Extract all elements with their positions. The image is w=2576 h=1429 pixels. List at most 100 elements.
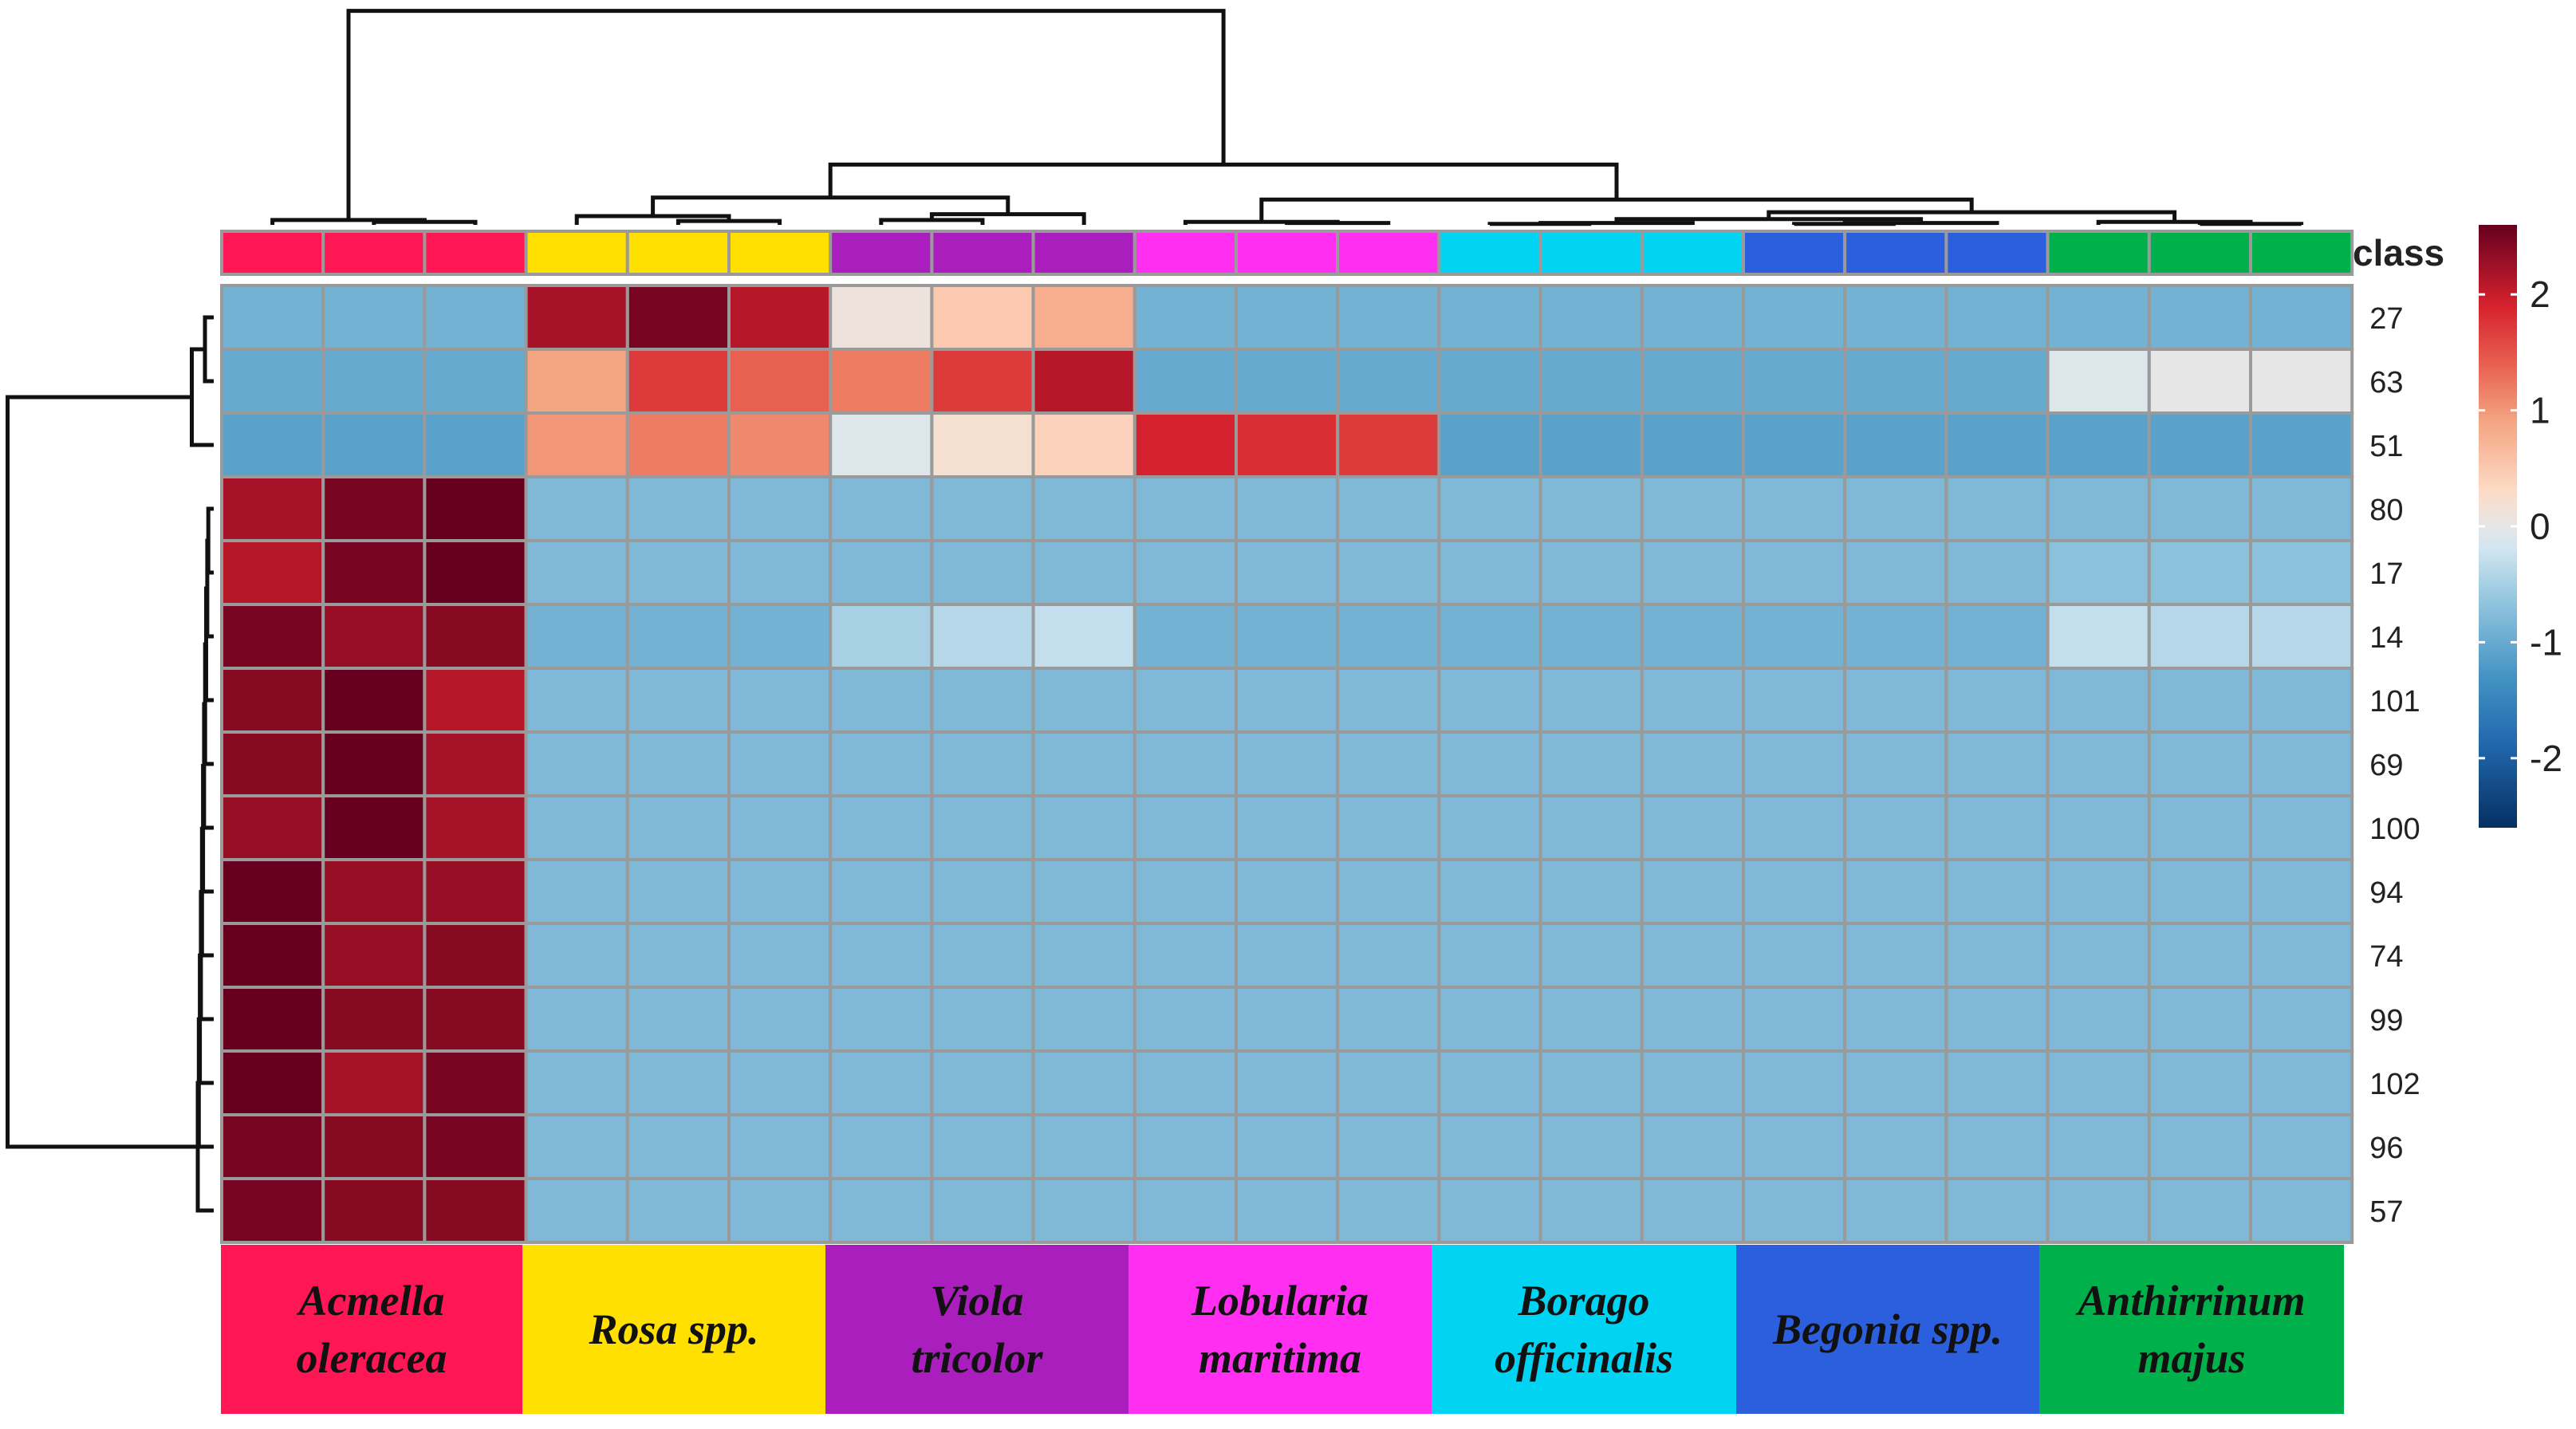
class-annotation-cell [423,230,528,276]
heatmap-cell [1031,858,1136,925]
heatmap-cell [2147,986,2253,1053]
heatmap-cells [220,284,2354,1244]
row-label: 99 [2369,1004,2403,1037]
group-label-text: Rosa spp. [589,1305,759,1353]
heatmap-cell [2249,667,2354,734]
heatmap-cell [1640,1177,1746,1244]
heatmap-cell [1132,284,1239,351]
heatmap-cell [1031,794,1136,861]
heatmap-cell [2046,858,2151,925]
heatmap-cell [1336,794,1441,861]
row-labels: 27 63 51 80 17 14 101 69 100 94 74 99 102 96 57 [2369,302,2420,1229]
heatmap-cell [1843,922,1948,989]
heatmap-cell [930,1113,1035,1180]
heatmap-cell [321,858,427,925]
heatmap-cell [1437,284,1542,351]
heatmap-cell [930,794,1035,861]
heatmap-cell [1336,858,1441,925]
heatmap-cell [930,475,1035,542]
heatmap-cell [1843,730,1948,797]
heatmap-cell [829,348,934,415]
legend-tick-label: -1 [2530,621,2562,663]
class-annotation-cell [1640,230,1746,276]
group-label: Rosa spp. [522,1245,825,1414]
heatmap-cell [625,794,731,861]
heatmap-cell [423,667,528,734]
heatmap-cell [524,858,629,925]
heatmap-cell [524,475,629,542]
heatmap-cell [524,284,629,351]
heatmap-cell [1235,284,1340,351]
heatmap-cell [1843,667,1948,734]
heatmap-cell [2147,348,2253,415]
row-dendrogram-branch [6,395,198,1149]
group-label: Begonia spp. [1736,1245,2039,1414]
heatmap-cell [1640,667,1746,734]
heatmap-cell [1235,794,1340,861]
legend-tick-label: 0 [2530,506,2550,547]
class-annotation-cell [1235,230,1340,276]
heatmap-cell [2249,348,2354,415]
heatmap-cell [1843,411,1948,478]
heatmap-cell [930,667,1035,734]
heatmap-cell [1437,1049,1542,1116]
heatmap-cell [1742,411,1847,478]
row-label: 94 [2369,876,2403,910]
heatmap-cell [1640,475,1746,542]
heatmap-cell [2147,1177,2253,1244]
heatmap-cell [1235,539,1340,606]
row-label: 101 [2369,685,2420,718]
heatmap-cell [1944,539,2050,606]
heatmap-cell [625,1177,731,1244]
heatmap-cell [930,284,1035,351]
heatmap-cell [321,284,427,351]
heatmap-cell [1944,730,2050,797]
heatmap-cell [423,858,528,925]
class-annotation-cell [321,230,427,276]
heatmap-cell [1742,794,1847,861]
group-label-text: Begonia spp. [1772,1305,2003,1353]
class-annotation-cell [1132,230,1239,276]
heatmap-cell [829,794,934,861]
class-annotation-cell [2147,230,2253,276]
heatmap-cell [1235,922,1340,989]
heatmap-cell [1336,284,1441,351]
heatmap-cell [2046,667,2151,734]
heatmap-cell [1944,858,2050,925]
heatmap-cell [930,348,1035,415]
heatmap-cell [1742,1113,1847,1180]
heatmap-cell [2249,539,2354,606]
group-label-text: Anthirrinum majus [2078,1277,2306,1382]
class-annotation-cell [2046,230,2151,276]
heatmap-cell [220,922,325,989]
heatmap-cell [220,667,325,734]
heatmap-cell [1944,667,2050,734]
heatmap-cell [2046,284,2151,351]
heatmap-cell [423,1113,528,1180]
heatmap-cell [727,1113,833,1180]
heatmap-cell [1640,794,1746,861]
heatmap-cell [1843,1177,1948,1244]
heatmap-cell [1944,794,2050,861]
heatmap-cell [1235,475,1340,542]
heatmap-cell [625,411,731,478]
heatmap-cell [1640,986,1746,1053]
heatmap-cell [1336,730,1441,797]
class-annotation-cell [1538,230,1644,276]
heatmap-cell [727,539,833,606]
heatmap-cell [1132,603,1239,670]
heatmap-cell [524,539,629,606]
heatmap-cell [1336,1177,1441,1244]
heatmap-cell [1437,411,1542,478]
row-dendrogram-branch [205,538,214,639]
column-dendrogram [270,9,2304,226]
heatmap-cell [1742,348,1847,415]
heatmap-cell [727,730,833,797]
column-dendrogram-branch [879,218,985,225]
class-annotation-cell [2249,230,2354,276]
heatmap-cell [1742,730,1847,797]
heatmap-cell [625,986,731,1053]
heatmap-cell [1742,667,1847,734]
heatmap-cell [625,858,731,925]
